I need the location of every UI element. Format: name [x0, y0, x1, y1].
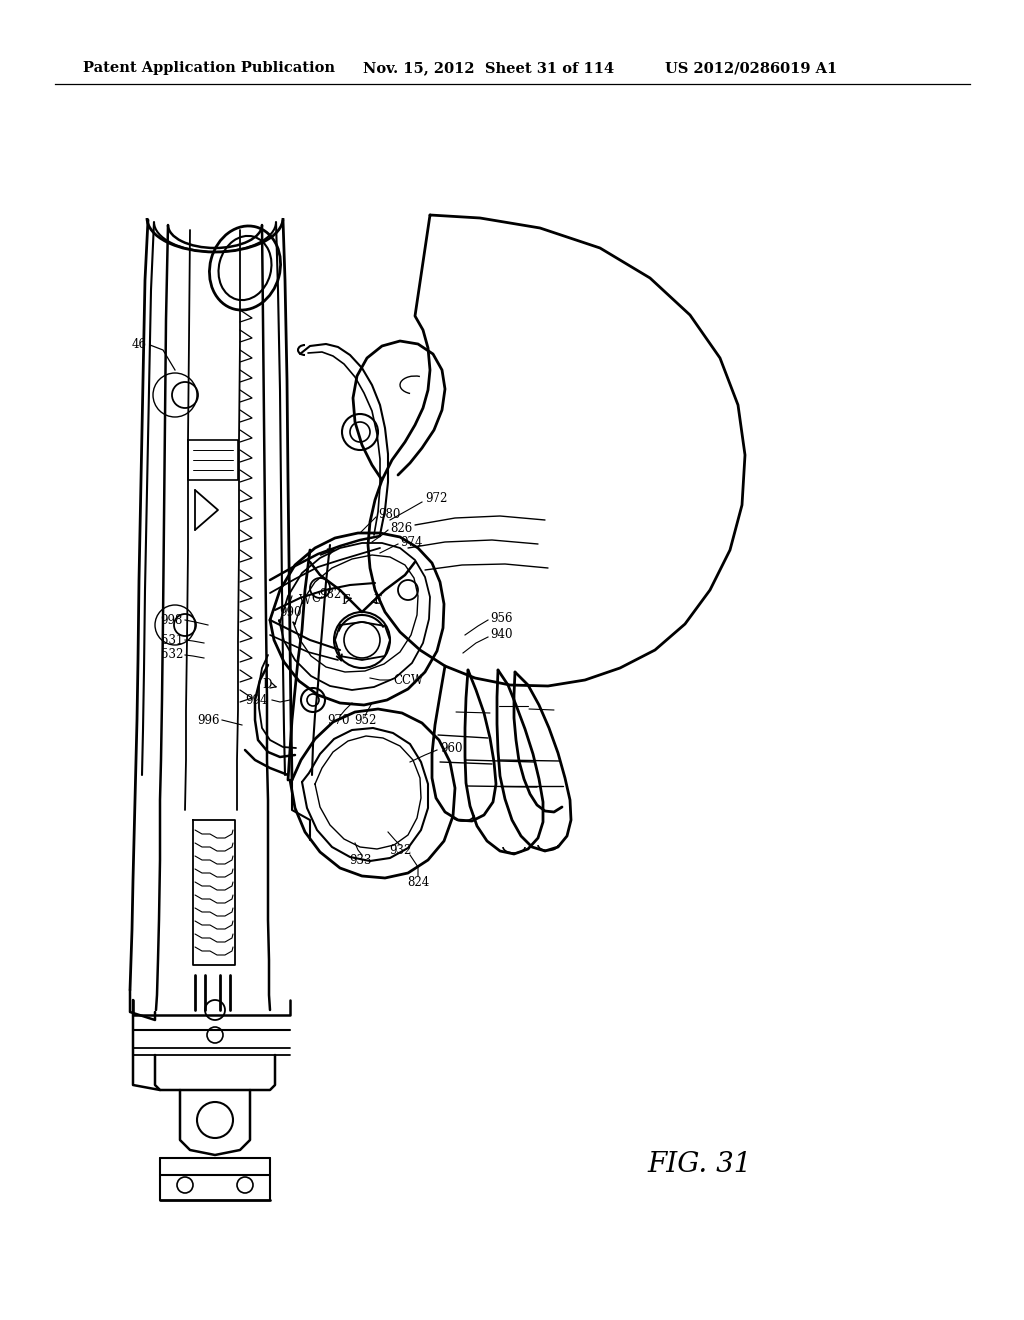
Text: W: W [299, 594, 311, 606]
Text: 933: 933 [349, 854, 372, 866]
Text: 532: 532 [161, 648, 183, 661]
Text: 974: 974 [400, 536, 423, 549]
Text: 46: 46 [132, 338, 147, 351]
Text: 826: 826 [390, 521, 413, 535]
Text: 952: 952 [354, 714, 376, 726]
Text: CCW: CCW [393, 673, 423, 686]
Text: 994: 994 [246, 693, 268, 706]
Text: 996: 996 [198, 714, 220, 726]
Circle shape [307, 694, 319, 706]
Text: 531: 531 [161, 634, 183, 647]
Text: 960: 960 [440, 742, 463, 755]
Text: 980: 980 [378, 508, 400, 521]
Text: 932: 932 [389, 843, 412, 857]
Text: E: E [374, 594, 382, 606]
Text: C: C [311, 591, 321, 605]
Text: F: F [341, 594, 349, 606]
Text: 940: 940 [490, 628, 512, 642]
Text: 990: 990 [279, 606, 301, 619]
Text: D: D [262, 678, 272, 692]
Text: 998: 998 [161, 614, 183, 627]
Text: FIG. 31: FIG. 31 [648, 1151, 753, 1179]
Text: Nov. 15, 2012  Sheet 31 of 114: Nov. 15, 2012 Sheet 31 of 114 [362, 61, 614, 75]
Text: 982: 982 [318, 589, 341, 602]
Text: 972: 972 [425, 491, 447, 504]
Text: Patent Application Publication: Patent Application Publication [83, 61, 335, 75]
Text: US 2012/0286019 A1: US 2012/0286019 A1 [665, 61, 838, 75]
Text: 956: 956 [490, 611, 512, 624]
Text: 824: 824 [407, 875, 429, 888]
Text: 970: 970 [327, 714, 349, 726]
